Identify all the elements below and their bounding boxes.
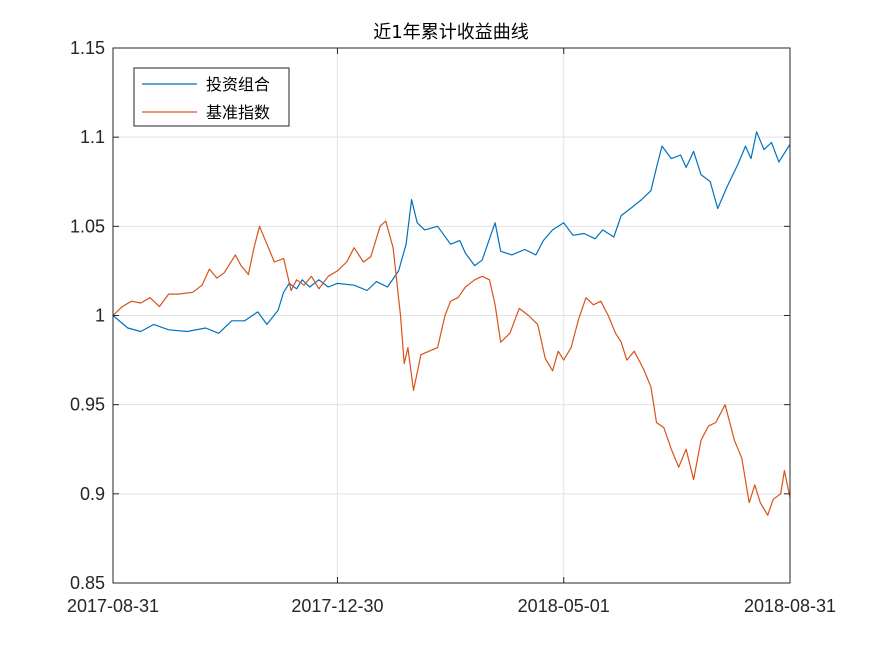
legend-label-portfolio: 投资组合 bbox=[206, 75, 270, 94]
y-tick-label: 1.05 bbox=[70, 216, 105, 236]
series-line-portfolio bbox=[112, 131, 791, 334]
y-tick-label: 1.1 bbox=[80, 127, 105, 147]
x-tick-label: 2018-05-01 bbox=[518, 596, 610, 616]
y-tick-label: 0.85 bbox=[70, 573, 105, 593]
tick-marks bbox=[112, 47, 791, 584]
y-tick-label: 1 bbox=[95, 306, 105, 326]
grid-lines bbox=[113, 48, 790, 583]
legend-label-benchmark: 基准指数 bbox=[206, 103, 270, 122]
legend-box bbox=[133, 67, 290, 127]
y-tick-label: 1.15 bbox=[70, 38, 105, 58]
y-tick-label: 0.95 bbox=[70, 395, 105, 415]
legend: 投资组合 基准指数 bbox=[133, 67, 290, 127]
series-layer bbox=[112, 131, 791, 516]
x-tick-label: 2017-08-31 bbox=[67, 596, 159, 616]
x-tick-label: 2017-12-30 bbox=[291, 596, 383, 616]
x-tick-label: 2018-08-31 bbox=[744, 596, 836, 616]
y-tick-label: 0.9 bbox=[80, 484, 105, 504]
y-tick-labels: 0.85 0.9 0.95 1 1.05 1.1 1.15 bbox=[70, 38, 105, 593]
x-tick-labels: 2017-08-31 2017-12-30 2018-05-01 2018-08-31 bbox=[67, 596, 836, 616]
chart-title: 近1年累计收益曲线 bbox=[373, 22, 528, 43]
series-line-benchmark bbox=[112, 220, 791, 516]
